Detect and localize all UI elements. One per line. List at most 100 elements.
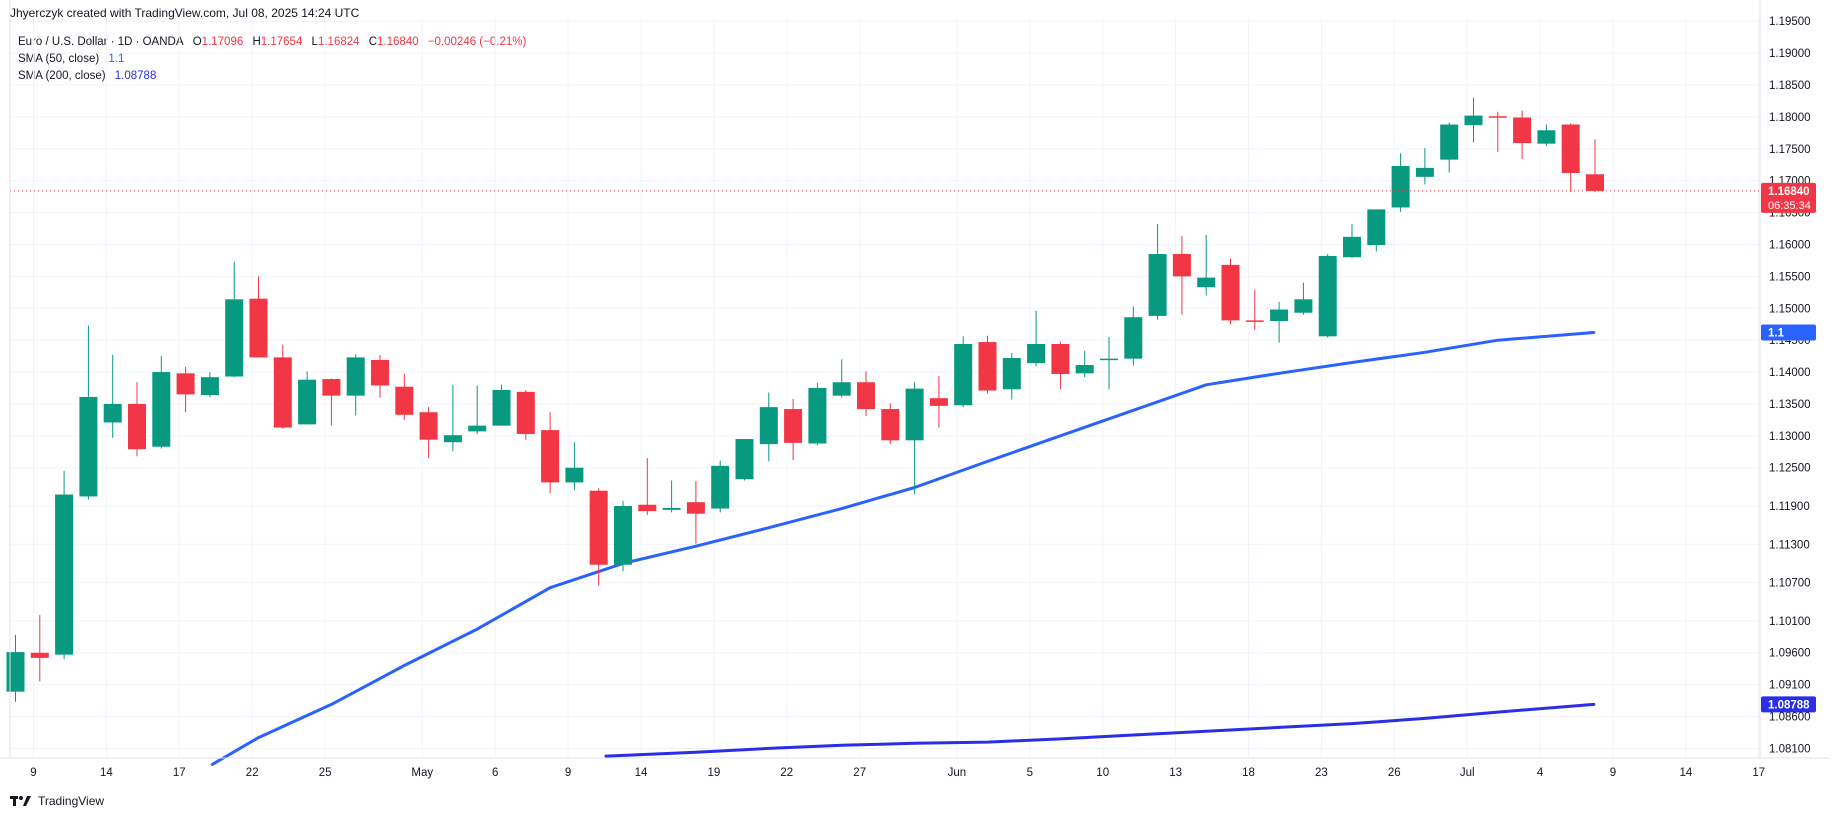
candle-5	[128, 382, 146, 457]
candle-2	[55, 470, 74, 660]
x-tick-label: 22	[246, 767, 259, 779]
candle-38	[929, 375, 948, 428]
tradingview-brand: TradingView	[38, 794, 105, 808]
candle-body	[905, 388, 924, 441]
legend-sma200-row[interactable]: SMA (200, close) 1.08788	[18, 68, 526, 85]
candle-body	[492, 389, 511, 426]
candle-body	[662, 507, 681, 510]
x-tick-label: 17	[1752, 767, 1765, 779]
candle-body	[1488, 116, 1507, 118]
candle-41	[1002, 352, 1021, 400]
candle-14	[346, 354, 365, 416]
candle-body	[711, 465, 730, 509]
y-tick-label: 1.19000	[1769, 48, 1811, 60]
candle-47	[1148, 224, 1167, 320]
sma50-price-badge-bg	[1761, 324, 1816, 341]
x-tick-label: 9	[30, 767, 36, 779]
legend-sma50-row[interactable]: SMA (50, close) 1.1	[18, 51, 526, 68]
sma50-price-badge-text: 1.1	[1768, 328, 1785, 340]
candle-13	[322, 378, 341, 426]
candle-body	[468, 425, 487, 432]
last-price-badge: 1.16840 06:35:34	[1761, 182, 1816, 213]
x-tick-label: 17	[173, 767, 186, 779]
candle-body	[881, 409, 900, 441]
candle-body	[1513, 117, 1532, 144]
x-tick-label: 23	[1315, 767, 1328, 779]
y-tick-label: 1.12500	[1769, 463, 1811, 475]
candle-body	[1270, 309, 1289, 322]
candle-11	[273, 344, 292, 429]
legend-sma200-label: SMA (200, close)	[18, 70, 106, 82]
y-tick-label: 1.14000	[1769, 367, 1811, 379]
candle-43	[1051, 341, 1070, 390]
candle-59	[1440, 122, 1459, 173]
x-tick-label: 9	[565, 767, 571, 779]
candle-body	[589, 490, 608, 565]
candle-21	[516, 389, 535, 440]
legend-sma50-value: 1.1	[108, 53, 125, 65]
y-tick-label: 1.08100	[1769, 743, 1811, 755]
candle-body	[516, 391, 535, 434]
candle-body	[200, 377, 219, 396]
candle-body	[128, 403, 146, 450]
candle-37	[905, 382, 924, 494]
candle-body	[1002, 358, 1021, 390]
candle-body	[249, 298, 268, 358]
y-tick-label: 1.18500	[1769, 80, 1811, 92]
candles-layer	[6, 97, 1604, 702]
candle-6	[152, 356, 171, 449]
candle-body	[1318, 255, 1337, 337]
legend-sma50-label: SMA (50, close)	[18, 53, 100, 65]
candle-15	[371, 354, 389, 398]
y-tick-label: 1.08600	[1769, 712, 1811, 724]
candle-56	[1367, 209, 1386, 252]
candle-18	[443, 384, 462, 452]
sma200-layer	[604, 702, 1596, 758]
candle-body	[1221, 264, 1240, 321]
candle-body	[541, 430, 560, 483]
y-tick-label: 1.15000	[1769, 303, 1811, 315]
candle-1	[30, 615, 49, 682]
sma50-layer	[210, 331, 1596, 766]
candle-26	[638, 458, 657, 515]
last-price-badge-text: 1.16840	[1768, 186, 1810, 198]
candle-body	[346, 357, 365, 396]
x-tick-label: 14	[100, 767, 113, 779]
tradingview-footer[interactable]: TradingView	[10, 794, 104, 808]
candle-25	[614, 500, 632, 572]
last-price-badge-bg	[1761, 182, 1816, 213]
candle-body	[759, 407, 778, 445]
candle-body	[1367, 209, 1386, 246]
candle-body	[1100, 358, 1118, 361]
y-tick-label: 1.13000	[1769, 431, 1811, 443]
x-tick-label: 6	[492, 767, 498, 779]
candle-body	[1075, 365, 1094, 374]
y-tick-label: 1.16000	[1769, 239, 1811, 251]
y-tick-label: 1.17500	[1769, 144, 1811, 156]
candle-body	[1343, 236, 1361, 258]
candle-body	[638, 504, 657, 512]
candle-60	[1464, 97, 1483, 143]
candle-0	[6, 634, 25, 702]
candle-body	[1245, 320, 1264, 322]
x-tick-label: 27	[853, 767, 866, 779]
candle-29	[711, 460, 730, 513]
price-chart[interactable]: 1.08100 1.08600 1.09100 1.09600 1.10100 1.107…	[0, 0, 1835, 790]
candle-body	[152, 372, 171, 447]
legend-symbol-row[interactable]: Euro / U.S. Dollar · 1D · OANDA O1.17096…	[18, 34, 526, 51]
x-tick-label: 13	[1169, 767, 1182, 779]
y-tick-label: 1.15500	[1769, 271, 1811, 283]
candle-58	[1415, 148, 1434, 185]
candle-body	[225, 299, 244, 377]
candle-12	[298, 371, 317, 425]
y-tick-label: 1.09100	[1769, 680, 1811, 692]
chart-creator-caption: Jhyerczyk created with TradingView.com, …	[10, 6, 360, 20]
candle-body	[103, 403, 122, 423]
candle-53	[1294, 282, 1313, 315]
candle-body	[55, 494, 74, 655]
candle-32	[784, 398, 803, 461]
candle-31	[759, 392, 778, 462]
candle-body	[686, 502, 705, 514]
candle-body	[30, 652, 49, 658]
candle-body	[1440, 124, 1459, 160]
